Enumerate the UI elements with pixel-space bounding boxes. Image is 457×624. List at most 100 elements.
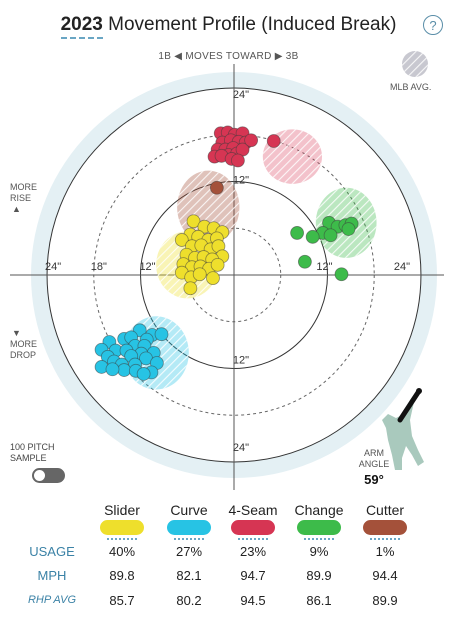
point-change-10 (334, 267, 349, 282)
usage-underline-fourseam (238, 538, 268, 540)
rhp-avg-row: RHP AVG 85.7 80.2 94.5 86.1 89.9 (0, 593, 457, 613)
point-fourseam-18 (244, 133, 259, 148)
direction-right: 3B (285, 51, 299, 62)
rhp-avg-curve: 80.2 (176, 593, 202, 608)
usage-fourseam: 23% (239, 544, 267, 559)
more-rise-line1: MORE (10, 182, 37, 192)
sample-label: 100 PITCH SAMPLE (10, 442, 55, 464)
usage-curve: 27% (175, 544, 203, 559)
point-change-7 (290, 226, 304, 240)
pitch-pill-curve (167, 520, 211, 535)
arm-angle-ball (416, 388, 422, 394)
mph-row: MPH 89.8 82.1 94.7 89.9 94.4 (0, 568, 457, 588)
mlb-avg-legend-label: MLB AVG. (390, 82, 432, 92)
usage-underline-slider (107, 538, 137, 540)
pitcher-silhouette (382, 390, 424, 470)
arrow-right-icon: ▶ (274, 51, 283, 62)
point-curve-25 (105, 362, 120, 377)
point-change-8 (305, 229, 320, 244)
point-slider-26 (206, 271, 220, 286)
mph-fourseam: 94.7 (240, 568, 266, 583)
usage-cutter: 1% (375, 544, 395, 559)
mph-cutter: 94.4 (372, 568, 398, 583)
pitch-pill-change (297, 520, 341, 535)
mph-change: 89.9 (306, 568, 332, 583)
arrow-down-icon: ▼ (12, 328, 21, 338)
point-curve-22 (117, 363, 132, 377)
arrow-left-icon: ◀ (174, 51, 183, 62)
sample-line1: 100 PITCH (10, 442, 55, 452)
y-label-bottom-12: 12" (233, 354, 249, 366)
point-slider-0 (186, 214, 201, 229)
x-label-right-24: 24" (394, 261, 410, 273)
point-fourseam-19 (266, 134, 281, 148)
help-icon[interactable]: ? (423, 15, 443, 35)
point-cutter-0 (209, 180, 224, 195)
y-label-top-24: 24" (233, 89, 249, 101)
pitch-pill-fourseam (231, 520, 275, 535)
rhp-avg-change: 86.1 (306, 593, 332, 608)
usage-slider: 40% (108, 544, 136, 559)
pitch-name-fourseam: 4-Seam (228, 502, 278, 518)
rhp-avg-cutter: 89.9 (372, 593, 398, 608)
direction-left: 1B (158, 51, 172, 62)
more-drop-line1: MORE (10, 339, 37, 349)
arm-angle-line (397, 388, 422, 423)
chart-title: 2023 Movement Profile (Induced Break) (0, 14, 457, 39)
rhp-avg-row-label: RHP AVG (27, 594, 77, 606)
usage-row: USAGE 40% 27% 23% 9% 1% (0, 538, 457, 564)
toggle-knob[interactable] (34, 470, 45, 481)
point-fourseam-17 (230, 153, 245, 168)
point-change-6 (341, 222, 356, 236)
usage-underline-cutter (370, 538, 400, 540)
point-curve-26 (136, 367, 151, 381)
usage-change: 9% (309, 544, 329, 559)
point-change-9 (297, 254, 312, 269)
pitch-name-curve: Curve (170, 502, 208, 518)
point-change-5 (323, 228, 338, 243)
pitch-pill-cutter (363, 520, 407, 535)
pitch-pill-row (0, 520, 457, 540)
pitch-name-cutter: Cutter (365, 502, 405, 518)
point-slider-27 (183, 281, 198, 296)
more-drop-line2: DROP (10, 350, 37, 360)
mph-curve: 82.1 (176, 568, 202, 583)
x-label-left-12: 12" (139, 261, 155, 273)
mph-row-label: MPH (37, 568, 67, 583)
mph-slider: 89.8 (109, 568, 135, 583)
arm-angle-value: 59° (364, 472, 384, 487)
sample-toggle[interactable] (32, 468, 65, 483)
more-drop-label: ▼ MORE DROP (10, 328, 37, 361)
x-label-right-12: 12" (316, 261, 332, 273)
x-label-left-24: 24" (45, 261, 61, 273)
year-selector[interactable]: 2023 (60, 14, 103, 39)
more-rise-label: MORE RISE ▲ (10, 182, 37, 215)
title-text: Movement Profile (Induced Break) (102, 14, 397, 35)
pitch-pill-slider (100, 520, 144, 535)
rhp-avg-slider: 85.7 (109, 593, 135, 608)
usage-row-label: USAGE (29, 544, 75, 559)
arm-angle-line2: ANGLE (358, 459, 390, 469)
point-slider-22 (210, 257, 225, 272)
point-slider-25 (192, 267, 207, 282)
arm-angle-label: ARM ANGLE (354, 448, 394, 470)
movement-chart: 24" 18" 12" 12" 24" 24" 12" 12" 24" (10, 51, 444, 490)
y-label-top-12: 12" (233, 175, 249, 187)
arrow-up-icon: ▲ (12, 204, 21, 214)
pitch-name-change: Change (294, 502, 344, 518)
x-label-left-18: 18" (91, 261, 107, 273)
rhp-avg-fourseam: 94.5 (240, 593, 266, 608)
direction-label: 1B ◀ MOVES TOWARD ▶ 3B (0, 51, 457, 62)
pitch-name-row: Slider Curve 4-Seam Change Cutter (0, 502, 457, 522)
sample-line2: SAMPLE (10, 453, 47, 463)
pitch-name-slider: Slider (104, 502, 140, 518)
more-rise-line2: RISE (10, 193, 32, 203)
usage-underline-change (304, 538, 334, 540)
point-slider-8 (174, 233, 189, 247)
usage-underline-curve (174, 538, 204, 540)
direction-middle: MOVES TOWARD (185, 51, 272, 62)
arm-angle-line1: ARM (364, 448, 384, 458)
y-label-bottom-24: 24" (233, 442, 249, 454)
point-curve-2 (154, 327, 169, 342)
mlb-avg-legend-hatch (402, 51, 428, 77)
